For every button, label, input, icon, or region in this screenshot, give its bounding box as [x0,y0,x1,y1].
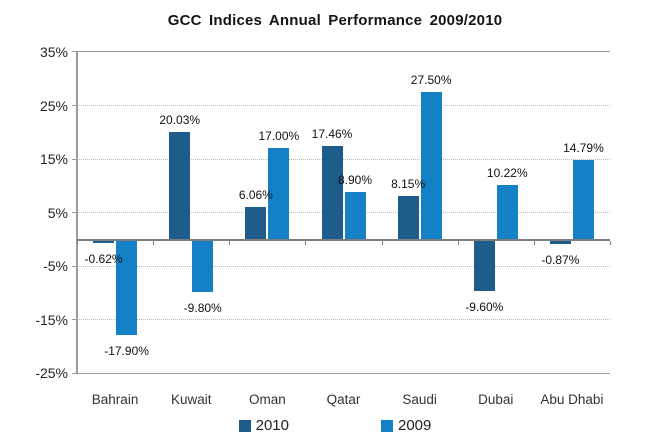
data-label-2009-bahrain: -17.90% [104,344,149,359]
legend-label: 2009 [398,417,432,434]
data-label-2010-bahrain: -0.62% [84,251,123,266]
gridline--15% [77,319,610,321]
bar-2009-bahrain [116,239,138,336]
data-label-2009-qatar: 8.90% [337,172,373,187]
x-axis-line [77,238,610,241]
bar-2010-bahrain [93,239,115,243]
category-label-abu-dhabi: Abu Dhabi [540,392,604,407]
y-axis-label: 5% [47,204,68,221]
legend-item-2010: 2010 [238,417,289,434]
y-axis-label: -5% [43,258,68,275]
x-axis-tick [533,240,535,245]
bar-2010-oman [245,207,267,240]
data-label-2010-oman: 6.06% [238,188,273,203]
legend-swatch-icon [381,420,393,432]
chart-title: GCC Indices Annual Performance 2009/2010 [167,12,503,29]
gridline-15% [77,158,610,160]
data-label-2009-abu-dhabi: 14.79% [563,141,604,156]
y-axis-label: 25% [39,97,68,114]
gridline-35% [77,51,610,53]
data-label-2010-saudi: 8.15% [391,176,426,191]
y-axis-tick [72,51,77,53]
data-label-2010-qatar: 17.46% [311,126,353,141]
bar-2010-kuwait [169,132,191,240]
chart-legend: 2010 2009 [0,416,670,436]
x-axis-tick [305,240,307,245]
legend-swatch-icon [238,420,251,432]
x-axis-tick [610,240,611,245]
bar-2009-oman [268,148,290,240]
data-label-2010-abu-dhabi: -0.87% [541,253,580,268]
data-label-2010-dubai: -9.60% [465,299,504,314]
x-axis-tick [457,240,459,245]
data-label-2009-dubai: 10.22% [486,165,528,180]
data-label-2009-oman: 17.00% [258,129,300,144]
data-label-2010-kuwait: 20.03% [159,113,201,128]
category-label-qatar: Qatar [326,392,361,407]
gridline--5% [77,265,610,267]
y-axis-line [76,52,78,374]
x-axis-tick [381,240,383,245]
data-label-2009-saudi: 27.50% [410,73,452,88]
x-axis-tick [77,240,78,245]
bar-2010-qatar [321,145,343,240]
bar-2009-kuwait [192,239,214,292]
gridline-25% [77,105,610,107]
y-axis-tick [72,212,77,214]
category-label-bahrain: Bahrain [91,392,139,407]
category-label-kuwait: Kuwait [170,392,212,407]
gridline--25% [77,372,610,374]
bar-2009-abu-dhabi [572,160,594,240]
legend-item-2009: 2009 [381,418,431,434]
bar-2009-qatar [344,191,366,240]
bar-2009-saudi [420,92,442,240]
y-axis-tick [72,319,77,321]
bar-2010-dubai [473,239,495,291]
data-label-2009-kuwait: -9.80% [183,301,222,315]
y-axis-label: -15% [35,311,68,328]
category-label-oman: Oman [248,392,286,407]
y-axis-label: 35% [39,43,68,60]
bar-2009-dubai [496,184,518,240]
category-label-saudi: Saudi [402,392,437,407]
y-axis-tick [72,105,77,107]
y-axis-tick [72,265,77,267]
category-label-dubai: Dubai [478,392,514,407]
legend-label: 2010 [255,417,289,434]
bar-2010-abu-dhabi [549,239,571,245]
y-axis-label: 15% [39,151,68,168]
x-axis-tick [229,240,231,245]
bar-2010-saudi [397,195,419,240]
y-axis-tick [72,158,77,160]
gridline-5% [77,212,610,214]
y-axis-label: -25% [35,365,68,382]
x-axis-tick [153,240,155,245]
y-axis-tick [72,372,77,374]
